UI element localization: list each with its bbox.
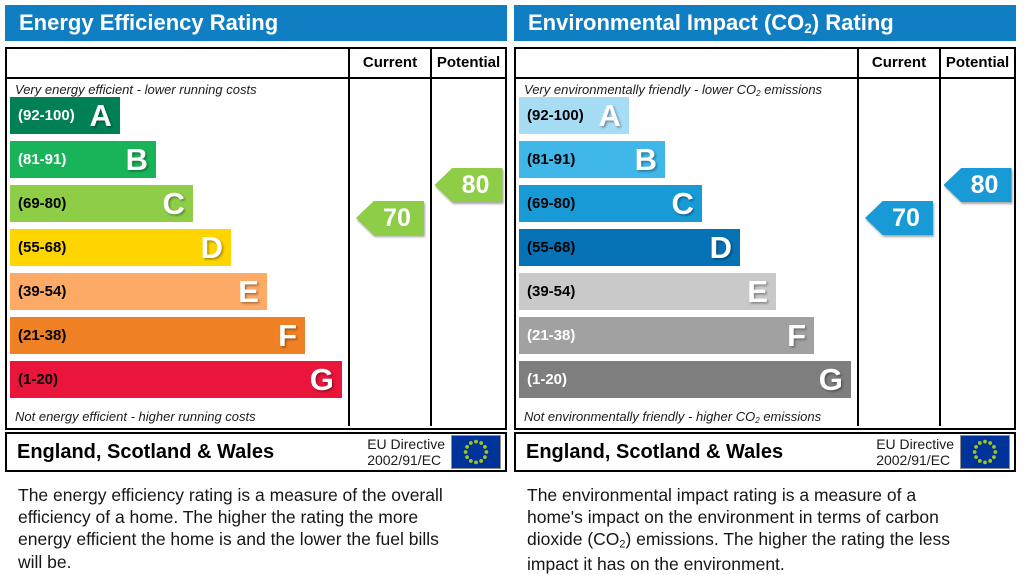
band-range-label: (81-91) [527, 151, 576, 168]
current-column-header: Current [348, 49, 430, 77]
band-a: (92-100) A [519, 97, 629, 134]
band-a: (92-100) A [10, 97, 120, 134]
band-range-label: (55-68) [18, 239, 67, 256]
band-c: (69-80) C [10, 185, 193, 222]
band-f: (21-38) F [519, 317, 815, 354]
eu-flag-icon [960, 435, 1010, 469]
band-column-header [516, 49, 857, 77]
energy-efficiency-panel: Energy Efficiency Rating Current Potenti… [5, 5, 507, 575]
band-letter: B [634, 141, 658, 177]
band-range-label: (39-54) [527, 283, 576, 300]
panel-title-text: Environmental Impact (CO [528, 10, 805, 35]
band-letter: E [238, 273, 259, 309]
band-letter: A [598, 97, 621, 133]
environmental-impact-panel: Environmental Impact (CO2) Rating Curren… [514, 5, 1016, 575]
band-letter: F [787, 317, 807, 353]
band-b: (81-91) B [519, 141, 666, 178]
panel-title-subscript: 2 [804, 21, 812, 36]
current-column: 70 [857, 79, 939, 426]
footer-bar: England, Scotland & Wales EU Directive 2… [514, 432, 1016, 472]
band-b: (81-91) B [10, 141, 157, 178]
band-range-label: (92-100) [527, 107, 584, 124]
band-letter: G [818, 361, 843, 397]
band-range-label: (21-38) [527, 327, 576, 344]
band-letter: C [162, 185, 185, 221]
panel-title: Environmental Impact (CO2) Rating [514, 5, 1016, 41]
potential-rating-arrow: 80 [434, 168, 503, 202]
band-range-label: (21-38) [18, 327, 67, 344]
band-range-label: (39-54) [18, 283, 67, 300]
band-letter: G [309, 361, 334, 397]
eu-directive-label: EU Directive 2002/91/EC [367, 435, 445, 468]
band-range-label: (92-100) [18, 107, 75, 124]
band-column-header [7, 49, 348, 77]
footer-bar: England, Scotland & Wales EU Directive 2… [5, 432, 507, 472]
band-c: (69-80) C [519, 185, 702, 222]
band-g: (1-20) G [10, 361, 342, 398]
region-label: England, Scotland & Wales [17, 440, 275, 463]
band-letter: B [125, 141, 149, 177]
band-f: (21-38) F [10, 317, 306, 354]
band-d: (55-68) D [10, 229, 232, 266]
band-g: (1-20) G [519, 361, 851, 398]
potential-column: 80 [939, 79, 1014, 426]
rating-chart: Current Potential Very environmentally f… [514, 47, 1016, 430]
potential-column: 80 [430, 79, 505, 426]
band-d: (55-68) D [519, 229, 741, 266]
current-column: 70 [348, 79, 430, 426]
top-note: Very environmentally friendly - lower CO… [524, 82, 823, 98]
potential-column-header: Potential [430, 49, 505, 77]
potential-column-header: Potential [939, 49, 1014, 77]
band-letter: D [200, 229, 224, 265]
band-letter: C [671, 185, 694, 221]
panel-title: Energy Efficiency Rating [5, 5, 507, 41]
top-note: Very energy efficient - lower running co… [15, 82, 257, 97]
rating-chart: Current Potential Very energy efficient … [5, 47, 507, 430]
band-letter: D [709, 229, 733, 265]
current-rating-arrow: 70 [356, 201, 424, 235]
band-range-label: (1-20) [18, 371, 59, 388]
bottom-note: Not energy efficient - higher running co… [15, 409, 256, 424]
band-letter: E [747, 273, 768, 309]
eu-directive-label: EU Directive 2002/91/EC [876, 435, 954, 468]
column-header-row: Current Potential [516, 49, 1014, 79]
bottom-note: Not environmentally friendly - higher CO… [524, 409, 822, 425]
eu-flag-icon [451, 435, 501, 469]
panel-description: The environmental impact rating is a mea… [527, 485, 950, 574]
current-rating-arrow: 70 [865, 201, 933, 235]
band-range-label: (69-80) [18, 195, 67, 212]
panel-title-text: Energy Efficiency Rating [19, 10, 279, 35]
current-column-header: Current [857, 49, 939, 77]
potential-rating-arrow: 80 [943, 168, 1012, 202]
panel-title-text-tail: ) Rating [811, 10, 894, 35]
band-range-label: (69-80) [527, 195, 576, 212]
band-range-label: (81-91) [18, 151, 67, 168]
band-range-label: (55-68) [527, 239, 576, 256]
band-letter: A [89, 97, 112, 133]
band-range-label: (1-20) [527, 371, 568, 388]
bands-area: Very environmentally friendly - lower CO… [516, 79, 857, 426]
region-label: England, Scotland & Wales [526, 440, 784, 463]
panel-description: The energy efficiency rating is a measur… [18, 485, 443, 572]
band-letter: F [278, 317, 298, 353]
column-header-row: Current Potential [7, 49, 505, 79]
band-e: (39-54) E [519, 273, 776, 310]
band-e: (39-54) E [10, 273, 267, 310]
bands-area: Very energy efficient - lower running co… [7, 79, 348, 426]
